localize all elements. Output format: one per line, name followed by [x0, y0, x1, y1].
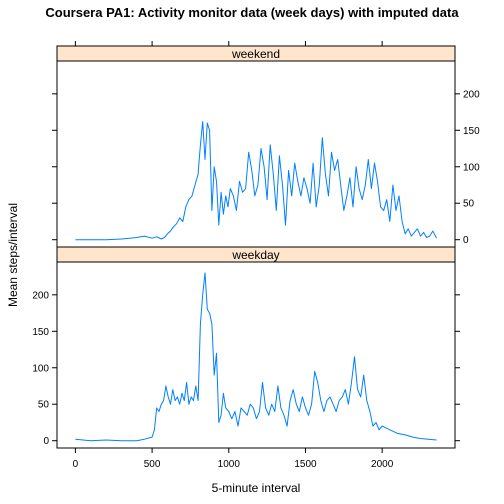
y-axis-weekend: 0 50 100 150 200: [52, 89, 480, 246]
x-axis-label: 5-minute interval: [212, 481, 301, 495]
series-weekday: [75, 272, 437, 442]
y-axis-weekday: 0 50 100 150 200: [32, 290, 460, 447]
x-axis: 0 500 1000 1500 2000: [73, 41, 394, 470]
y-tick-label-weekday: 50: [38, 400, 50, 411]
panel-weekend: weekend 0 50 100 150 200: [52, 45, 480, 248]
x-tick-label: 0: [73, 459, 79, 470]
y-tick-label-weekend: 0: [463, 235, 469, 246]
y-tick-label-weekend: 200: [463, 89, 480, 100]
x-tick-label: 1000: [218, 459, 241, 470]
strip-label-weekday: weekday: [231, 248, 279, 262]
x-tick-label: 1500: [294, 459, 317, 470]
series-line-weekday: [75, 272, 437, 442]
y-tick-label-weekday: 150: [32, 327, 49, 338]
y-tick-label-weekday: 0: [43, 436, 49, 447]
chart-title: Coursera PA1: Activity monitor data (wee…: [45, 5, 459, 20]
panel-border-weekend: [56, 45, 456, 248]
strip-label-weekend: weekend: [231, 47, 280, 61]
panel-border-weekday: [56, 246, 456, 449]
series-weekend: [75, 121, 438, 241]
y-tick-label-weekday: 100: [32, 363, 49, 374]
y-tick-label-weekend: 100: [463, 162, 480, 173]
y-axis-label: Mean steps/interval: [6, 203, 20, 307]
series-line-weekend: [75, 121, 438, 241]
y-tick-label-weekday: 200: [32, 290, 49, 301]
x-tick-label: 500: [144, 459, 161, 470]
y-tick-label-weekend: 50: [463, 199, 475, 210]
y-tick-label-weekend: 150: [463, 126, 480, 137]
x-tick-label: 2000: [371, 459, 394, 470]
panel-weekday: weekday 0 50 100 150 200: [32, 246, 460, 449]
